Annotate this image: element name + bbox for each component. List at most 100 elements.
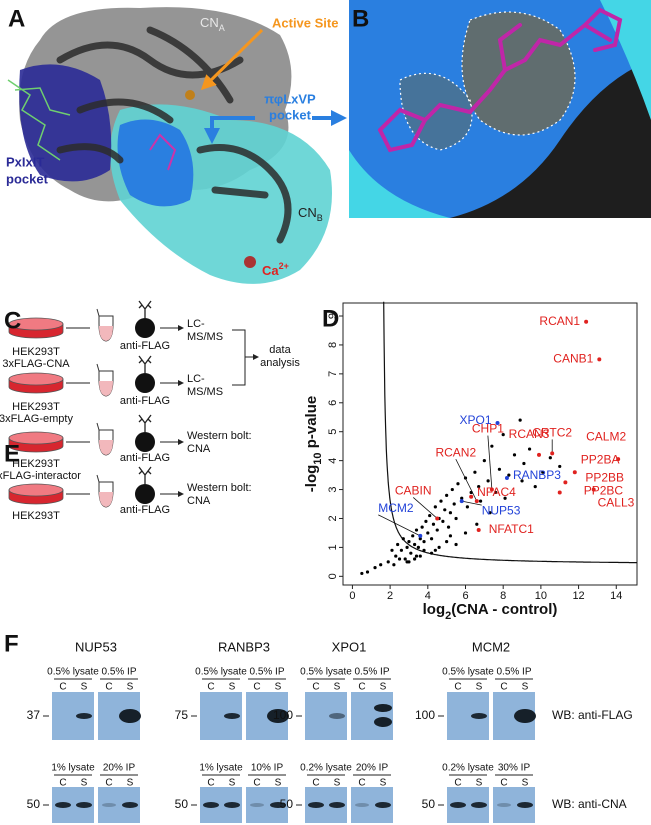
point-label: CALM2 <box>586 429 626 443</box>
antibody: anti-FLAG <box>120 504 170 516</box>
point <box>422 540 426 544</box>
cnb-label-part: CN <box>298 205 317 220</box>
cna-label-part: A <box>219 23 225 33</box>
point <box>520 479 524 483</box>
antibody: anti-FLAG <box>120 395 170 407</box>
band <box>267 709 289 723</box>
band <box>329 713 345 719</box>
y-axis-label-part: p-value <box>303 396 320 453</box>
point-label: RCAN2 <box>435 445 476 459</box>
point <box>488 511 492 515</box>
point <box>537 452 541 457</box>
x-axis-label-part: log <box>423 601 446 618</box>
point <box>443 508 447 512</box>
point <box>474 499 479 504</box>
point <box>459 499 464 504</box>
point <box>550 451 555 456</box>
point <box>584 319 589 324</box>
x-axis-label-part: 2 <box>445 610 451 622</box>
lane-label: S <box>229 778 236 789</box>
point <box>454 516 458 521</box>
point <box>448 534 453 538</box>
cell-construct: 3xFLAG-empty <box>0 413 73 425</box>
lane-group-label: 0.5% lysate <box>47 667 99 678</box>
x-tick-label: 4 <box>425 590 431 602</box>
pocket-label: pocket <box>269 107 312 122</box>
cell-line: HEK293T <box>12 458 60 470</box>
point <box>527 447 532 451</box>
band <box>102 803 116 807</box>
point <box>507 473 511 477</box>
point <box>360 571 364 576</box>
lane-label: S <box>476 682 483 693</box>
point <box>497 467 502 471</box>
readout: Western bolt: <box>187 482 252 494</box>
point <box>416 545 420 550</box>
point <box>437 545 441 550</box>
point <box>475 522 479 526</box>
point <box>411 534 415 538</box>
lane-label: S <box>522 682 529 693</box>
point <box>446 525 451 529</box>
point <box>495 421 500 426</box>
point <box>422 548 426 552</box>
point <box>477 485 481 489</box>
y-tick-label: 7 <box>327 371 339 377</box>
lane-label: C <box>454 778 461 789</box>
band <box>375 802 391 808</box>
band <box>224 802 240 808</box>
point <box>616 457 621 462</box>
band <box>270 802 286 808</box>
point <box>489 487 494 492</box>
y-tick-label: 4 <box>327 458 339 464</box>
lane-label: S <box>380 778 387 789</box>
point-label: XPO1 <box>460 413 492 427</box>
point <box>494 490 498 495</box>
band <box>119 709 141 723</box>
point <box>441 519 445 523</box>
leader-line <box>461 500 482 506</box>
point <box>435 528 439 532</box>
readout: LC- <box>187 318 205 330</box>
lane-group-label: 1% lysate <box>199 763 243 774</box>
lane-label: S <box>334 778 341 789</box>
lane-label: C <box>358 778 365 789</box>
band <box>517 802 533 808</box>
point <box>431 522 436 526</box>
point-label: RCAN1 <box>539 314 580 328</box>
point <box>572 470 577 475</box>
y-tick-label: 8 <box>327 342 339 348</box>
ca-label-part: Ca <box>262 263 279 278</box>
ca-label-part: 2+ <box>279 261 289 271</box>
point <box>396 542 400 547</box>
point <box>365 570 370 574</box>
point <box>429 551 434 555</box>
leader-line <box>412 497 438 519</box>
cell-construct: 3xFLAG-CNA <box>2 358 70 370</box>
surface-b <box>349 0 651 218</box>
band <box>450 802 466 808</box>
lane-group-label: 0.5% IP <box>354 667 389 678</box>
x-axis-label-part: (CNA - control) <box>451 601 557 618</box>
point <box>501 433 505 437</box>
point <box>463 531 468 535</box>
lane-label: C <box>59 778 66 789</box>
lane-label: S <box>334 682 341 693</box>
y-axis-label: -log10 p-value <box>303 396 324 492</box>
mw-marker: 50 <box>280 797 294 811</box>
band <box>55 802 71 808</box>
band <box>497 803 511 807</box>
cna-label: CNA <box>200 15 225 33</box>
point <box>512 453 517 457</box>
panel-letter: B <box>352 5 369 32</box>
point <box>424 519 428 523</box>
y-tick-label: 3 <box>327 486 339 492</box>
point <box>476 528 481 533</box>
band <box>471 713 487 719</box>
point <box>503 496 507 500</box>
band <box>374 717 392 727</box>
lane-label: C <box>500 682 507 693</box>
point <box>394 554 398 558</box>
leader-line <box>487 435 493 490</box>
point-label: PP2BB <box>585 470 624 484</box>
